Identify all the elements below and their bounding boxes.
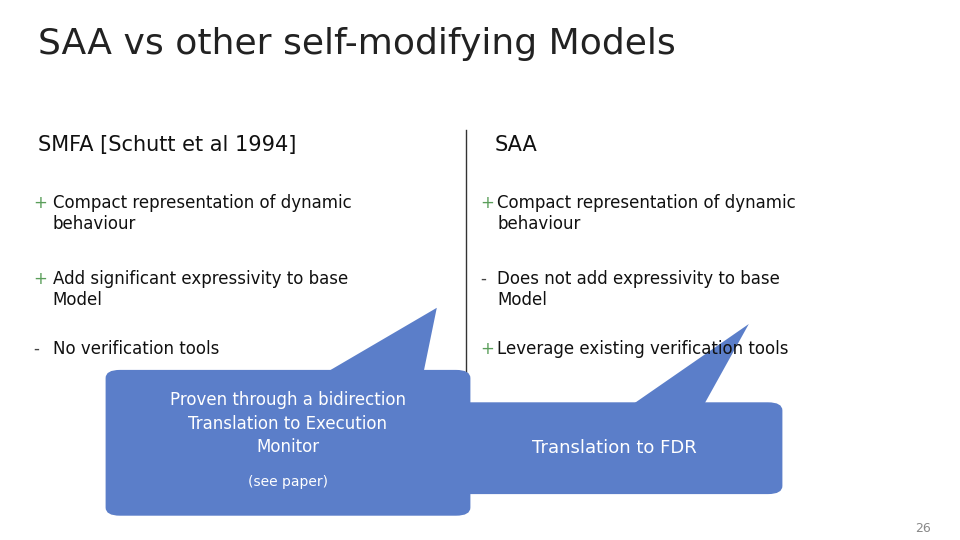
Text: -: -: [34, 340, 39, 358]
Text: No verification tools: No verification tools: [53, 340, 219, 358]
Text: Translation to FDR: Translation to FDR: [532, 439, 697, 457]
Text: SAA vs other self-modifying Models: SAA vs other self-modifying Models: [38, 27, 676, 61]
Text: +: +: [480, 194, 493, 212]
Text: +: +: [480, 340, 493, 358]
Polygon shape: [624, 324, 749, 410]
Text: Proven through a bidirection
Translation to Execution
Monitor: Proven through a bidirection Translation…: [170, 392, 406, 456]
Text: Leverage existing verification tools: Leverage existing verification tools: [497, 340, 789, 358]
Text: Add significant expressivity to base
Model: Add significant expressivity to base Mod…: [53, 270, 348, 309]
Text: -: -: [480, 270, 486, 288]
Text: SMFA [Schutt et al 1994]: SMFA [Schutt et al 1994]: [38, 135, 297, 155]
Text: 26: 26: [916, 522, 931, 535]
Text: Compact representation of dynamic
behaviour: Compact representation of dynamic behavi…: [497, 194, 796, 233]
Text: +: +: [34, 270, 47, 288]
Text: Does not add expressivity to base
Model: Does not add expressivity to base Model: [497, 270, 780, 309]
Text: Compact representation of dynamic
behaviour: Compact representation of dynamic behavi…: [53, 194, 351, 233]
Text: SAA: SAA: [494, 135, 538, 155]
FancyBboxPatch shape: [106, 370, 470, 516]
FancyBboxPatch shape: [446, 402, 782, 494]
Polygon shape: [317, 308, 437, 378]
Text: +: +: [34, 194, 47, 212]
Text: (see paper): (see paper): [248, 475, 328, 489]
